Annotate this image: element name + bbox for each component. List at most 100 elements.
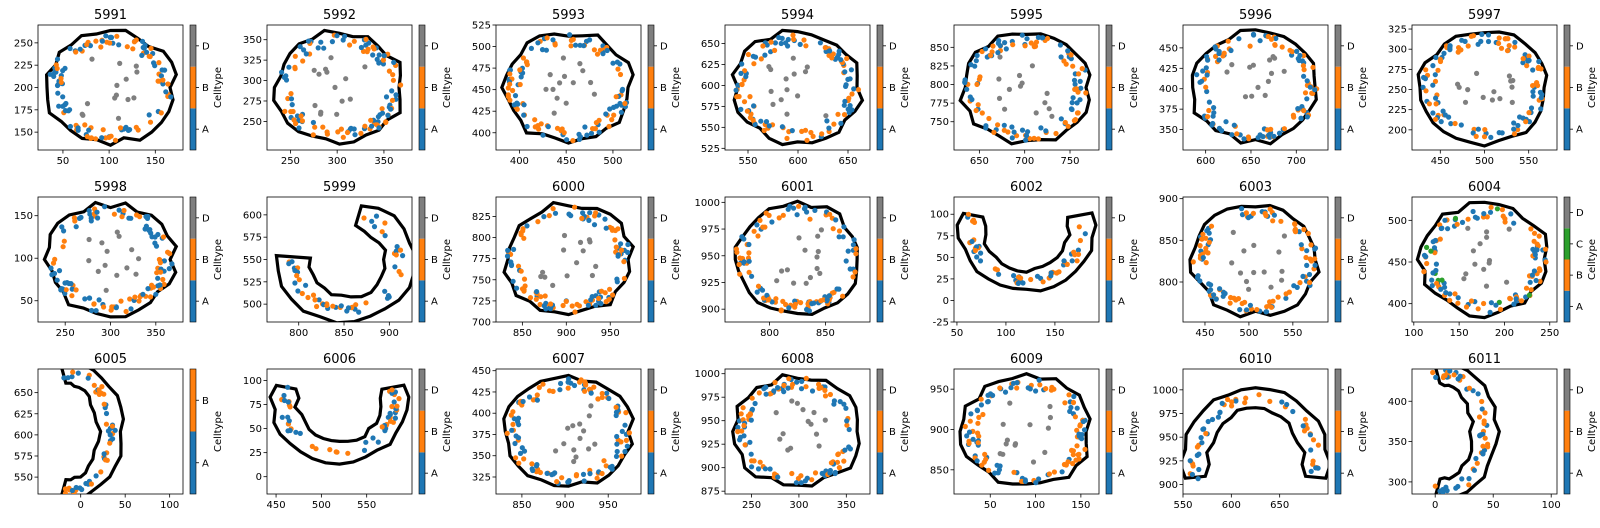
cell-point-D	[311, 67, 317, 73]
cell-point-A	[604, 390, 610, 396]
cell-point-D	[347, 96, 353, 102]
cell-point-A	[1002, 389, 1009, 395]
cell-point-D	[1509, 99, 1515, 105]
cell-point-A	[392, 264, 398, 270]
cell-point-A	[1306, 271, 1313, 278]
x-tick-label: 900	[556, 500, 575, 511]
cell-point-B	[988, 52, 994, 59]
cell-point-A	[566, 478, 572, 484]
cell-point-A	[1204, 72, 1210, 78]
cell-point-D	[1510, 77, 1516, 84]
cell-point-B	[1225, 396, 1231, 403]
x-tick-label: 200	[1495, 328, 1514, 339]
cell-point-A	[568, 380, 574, 386]
cell-point-A	[1487, 309, 1493, 315]
cell-point-A	[540, 132, 546, 138]
x-tick-label: 700	[1015, 156, 1034, 167]
colorbar-segment-D	[1335, 197, 1341, 239]
cell-point-A	[622, 422, 628, 428]
colorbar-tick-label: A	[889, 125, 896, 136]
region-outline	[1434, 369, 1501, 494]
cell-point-A	[613, 453, 620, 459]
cell-point-B	[320, 124, 326, 130]
cell-point-B	[1250, 210, 1256, 216]
cell-point-D	[1251, 269, 1257, 276]
cell-point-A	[747, 439, 753, 445]
cell-point-B	[1301, 108, 1307, 114]
cell-point-A	[613, 103, 620, 109]
subplot-title: 6003	[1239, 180, 1272, 195]
region-outline	[268, 383, 411, 466]
cell-point-A	[76, 215, 83, 221]
colorbar-tick-label: B	[1118, 83, 1125, 94]
cell-point-B	[965, 211, 972, 217]
cell-point-A	[847, 446, 854, 452]
x-tick-label: 150	[1045, 328, 1064, 339]
cell-point-B	[1432, 116, 1439, 122]
cell-point-A	[602, 216, 608, 222]
cell-point-A	[94, 209, 100, 215]
cell-point-B	[1531, 230, 1538, 236]
y-tick-label: 975	[1159, 409, 1178, 420]
cell-point-B	[165, 81, 171, 87]
cell-point-B	[1268, 304, 1274, 310]
cell-point-B	[379, 424, 385, 430]
colorbar-segment-B	[190, 238, 196, 281]
cell-point-A	[1499, 130, 1505, 136]
subplot-title: 5999	[323, 180, 356, 195]
cell-point-A	[610, 60, 616, 66]
cell-point-D	[815, 233, 821, 239]
cell-point-A	[1058, 54, 1064, 60]
cell-point-D	[784, 87, 790, 93]
cell-point-A	[125, 127, 131, 133]
colorbar-segment-C	[1564, 228, 1570, 260]
cell-point-B	[1278, 218, 1284, 224]
cell-point-D	[561, 73, 568, 79]
cell-point-B	[822, 393, 829, 399]
region-outline	[955, 211, 1098, 293]
cell-point-A	[1206, 99, 1212, 105]
cell-point-B	[835, 111, 841, 117]
cell-point-B	[136, 298, 142, 304]
cell-point-A	[847, 266, 853, 272]
cell-point-D	[573, 454, 579, 460]
cell-point-A	[1312, 262, 1318, 268]
cell-point-B	[299, 290, 305, 297]
x-tick-label: 550	[357, 500, 376, 511]
cell-point-B	[1079, 66, 1085, 72]
cell-point-B	[361, 215, 367, 221]
cell-point-B	[161, 281, 167, 287]
cell-point-A	[848, 67, 855, 73]
cell-point-A	[749, 464, 755, 470]
cell-point-A	[1440, 487, 1446, 493]
cell-point-B	[807, 216, 813, 222]
cell-point-B	[550, 206, 556, 212]
cell-point-D	[1261, 269, 1267, 275]
cell-point-B	[1515, 127, 1521, 133]
cell-point-A	[373, 213, 380, 219]
cell-point-B	[533, 296, 539, 302]
cell-point-B	[986, 115, 992, 122]
cell-point-B	[516, 460, 522, 466]
cell-point-A	[772, 40, 779, 46]
cell-point-B	[1072, 414, 1078, 420]
x-tick-label: 800	[289, 328, 308, 339]
colorbar-tick-label: A	[660, 125, 667, 136]
cell-point-D	[802, 69, 809, 75]
colorbar-segment-D	[877, 197, 883, 239]
cell-point-D	[1251, 242, 1257, 248]
cell-point-A	[851, 86, 857, 92]
cell-point-A	[812, 207, 818, 213]
cell-point-B	[765, 297, 771, 303]
cell-point-D	[1281, 233, 1287, 239]
y-tick-label: 375	[1159, 105, 1178, 116]
cell-point-A	[761, 386, 767, 392]
cell-point-A	[995, 470, 1001, 476]
colorbar-segment-B	[877, 410, 883, 453]
cell-point-B	[158, 269, 164, 275]
x-tick-label: 600	[1222, 500, 1241, 511]
